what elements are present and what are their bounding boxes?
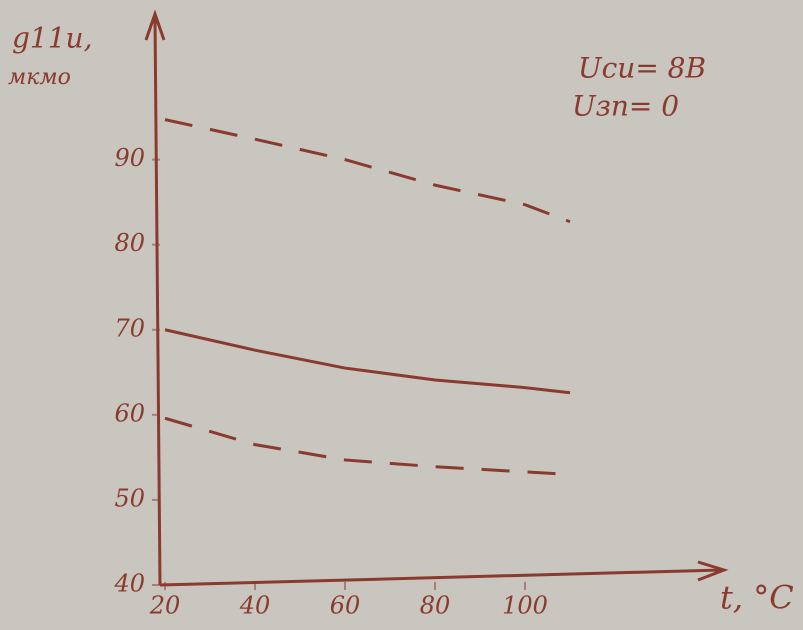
x-tick-label: 80 <box>420 592 451 620</box>
x-tick-label: 60 <box>330 592 361 620</box>
x-tick-label: 20 <box>149 592 181 620</box>
y-label: g11и, <box>12 22 93 55</box>
chart: g11и, мкмо t, °C Uси= 8В Uзп= 0 40 50 60 70… <box>0 0 803 630</box>
x-tick-label: 40 <box>239 592 271 620</box>
y-tick-label: 40 <box>113 570 145 598</box>
y-tick-label: 70 <box>114 314 145 342</box>
y-tick-label: 60 <box>114 399 145 427</box>
x-label: t, °C <box>720 579 794 617</box>
y-tick-label: 50 <box>114 484 145 512</box>
y-tick-label: 90 <box>114 144 145 172</box>
y-label-unit: мкмо <box>8 65 71 90</box>
y-tick-label: 80 <box>114 229 145 257</box>
annotation: Uси= 8В <box>578 52 706 85</box>
x-tick-label: 100 <box>502 592 548 620</box>
annotation: Uзп= 0 <box>572 90 679 123</box>
